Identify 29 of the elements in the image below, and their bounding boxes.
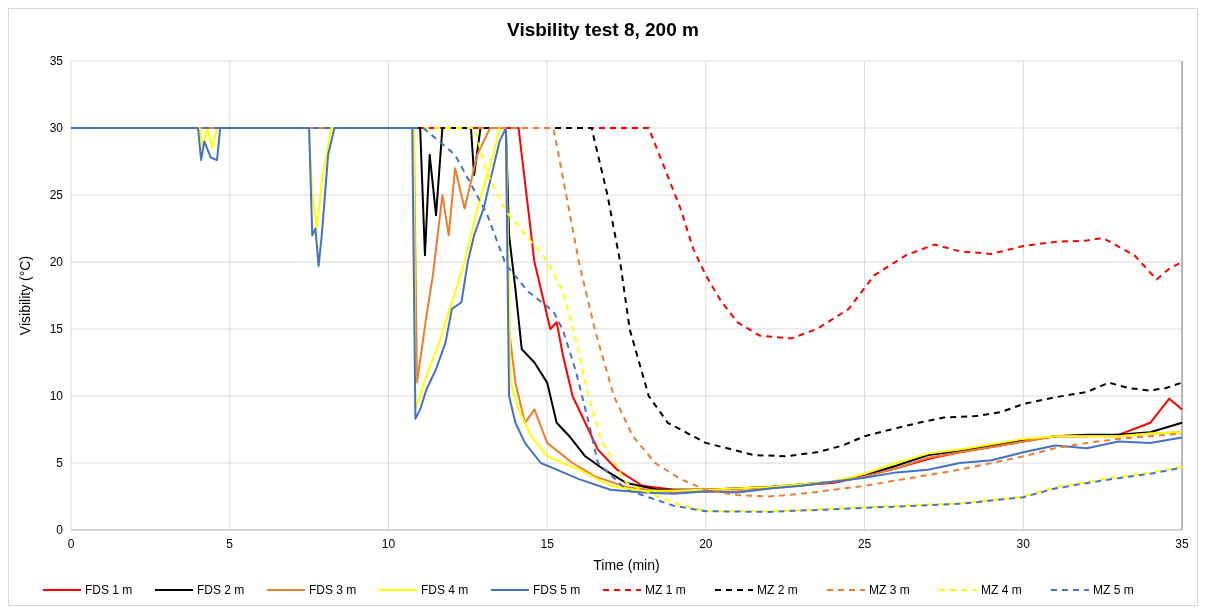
legend-label: MZ 5 m: [1093, 583, 1134, 597]
x-tick-label: 15: [540, 537, 555, 551]
legend-label: FDS 2 m: [197, 583, 245, 597]
y-tick-label: 15: [49, 322, 64, 336]
y-axis-title: Visibility (°C): [17, 255, 33, 336]
legend-label: FDS 1 m: [85, 583, 133, 597]
y-tick-label: 0: [56, 523, 64, 537]
y-tick-label: 35: [49, 54, 64, 68]
x-tick-label: 20: [699, 537, 713, 551]
y-tick-label: 20: [49, 255, 64, 269]
legend-label: FDS 3 m: [309, 583, 357, 597]
y-tick-label: 10: [49, 389, 64, 403]
legend-label: MZ 2 m: [757, 583, 798, 597]
x-axis-title: Time (min): [593, 557, 660, 573]
chart-title: Visbility test 8, 200 m: [507, 19, 699, 40]
y-tick-label: 25: [49, 188, 64, 202]
x-tick-label: 35: [1175, 537, 1189, 551]
y-tick-label: 30: [49, 121, 64, 135]
x-tick-label: 25: [857, 537, 872, 551]
legend-label: MZ 1 m: [645, 583, 686, 597]
legend-label: MZ 4 m: [981, 583, 1022, 597]
legend-label: FDS 5 m: [533, 583, 581, 597]
legend-label: MZ 3 m: [869, 583, 910, 597]
x-tick-label: 0: [67, 537, 75, 551]
x-tick-label: 5: [226, 537, 234, 551]
x-tick-label: 30: [1016, 537, 1031, 551]
x-tick-label: 10: [381, 537, 396, 551]
legend-label: FDS 4 m: [421, 583, 469, 597]
y-tick-label: 5: [56, 456, 64, 470]
